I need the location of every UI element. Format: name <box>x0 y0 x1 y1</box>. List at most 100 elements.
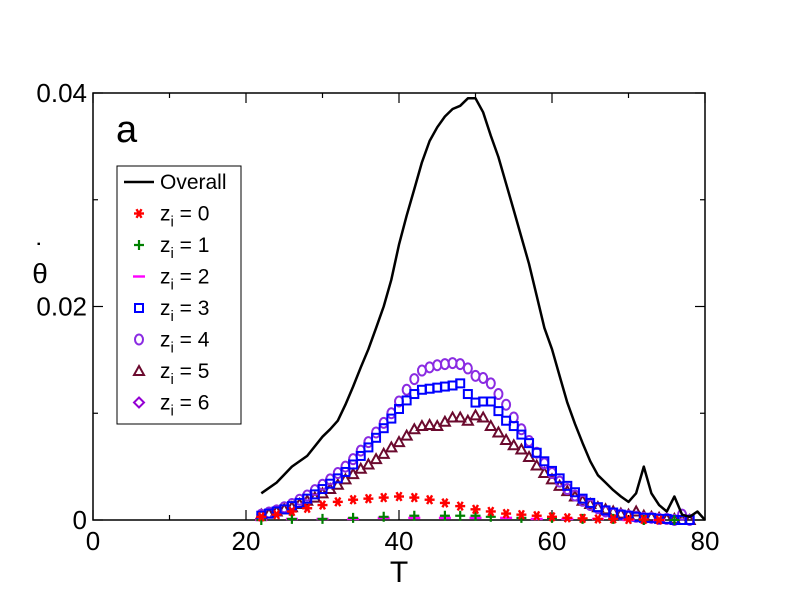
data-point <box>609 514 617 524</box>
data-point <box>507 438 521 451</box>
data-point <box>554 473 565 484</box>
data-point <box>594 514 602 524</box>
legend-label: zi = 6 <box>160 392 209 420</box>
data-point <box>614 506 628 519</box>
data-point <box>392 435 406 448</box>
data-point <box>644 509 659 522</box>
data-point <box>455 510 466 521</box>
legend-label-main: z <box>160 392 171 415</box>
data-point <box>386 413 397 424</box>
data-point <box>439 510 450 521</box>
data-point <box>371 432 382 443</box>
data-point <box>493 406 504 417</box>
legend-label-sub: i <box>171 340 174 357</box>
legend-marker <box>134 303 144 313</box>
x-tick-label: 40 <box>385 526 414 556</box>
legend-label-tail: = 4 <box>174 329 210 352</box>
data-point <box>441 497 449 508</box>
data-point <box>471 504 480 515</box>
legend-label-sub: i <box>171 308 174 325</box>
series-line <box>260 97 706 521</box>
legend-label-sub: i <box>171 403 174 420</box>
data-point <box>349 494 357 505</box>
data-point <box>468 408 483 421</box>
data-point <box>539 456 550 467</box>
data-point <box>286 513 297 524</box>
data-point <box>563 512 571 523</box>
data-point <box>624 514 633 525</box>
data-point <box>325 478 336 489</box>
data-point <box>655 515 663 525</box>
data-point <box>530 458 544 471</box>
legend-marker <box>134 240 144 250</box>
data-point <box>499 432 513 445</box>
legend-marker <box>134 333 144 346</box>
x-tick-label: 20 <box>232 526 261 556</box>
y-axis-label-dot: ˙ <box>35 238 44 269</box>
data-point <box>524 438 535 449</box>
legend-label: zi = 2 <box>160 266 209 294</box>
x-tick-label: 80 <box>691 526 720 556</box>
y-axis-label: θ <box>32 258 48 289</box>
axis-tick-labels: 0 20 40 60 80 0 0.02 0.04 <box>36 78 719 556</box>
data-point <box>309 489 320 500</box>
legend-marker <box>135 208 143 219</box>
data-point <box>426 494 434 505</box>
data-point <box>410 492 418 503</box>
series-overall <box>260 97 706 521</box>
data-point <box>462 389 473 400</box>
data-point <box>364 493 372 504</box>
data-point <box>378 511 389 522</box>
data-point <box>669 515 680 525</box>
data-point <box>395 491 403 502</box>
data-point <box>533 510 541 521</box>
data-point <box>569 487 580 498</box>
data-point <box>484 419 498 432</box>
data-point <box>640 514 648 525</box>
x-tick-label: 60 <box>538 526 567 556</box>
data-point <box>317 513 328 524</box>
data-point <box>288 506 296 517</box>
data-point <box>355 450 366 461</box>
legend-label: zi = 1 <box>160 234 209 262</box>
data-point <box>583 496 597 509</box>
legend-label-tail: = 2 <box>174 266 210 289</box>
y-tick-label: 0 <box>73 505 87 535</box>
legend-label-main: z <box>160 297 171 320</box>
y-tick-label: 0.04 <box>36 78 87 108</box>
data-point <box>453 410 467 423</box>
data-point <box>476 410 490 423</box>
data-point <box>548 511 556 522</box>
data-point <box>409 373 420 386</box>
data-point <box>377 446 391 459</box>
data-point <box>516 429 527 440</box>
data-point <box>547 465 557 476</box>
legend-label: zi = 0 <box>160 203 209 231</box>
x-tick-label: 0 <box>86 526 100 556</box>
data-point <box>485 396 496 407</box>
data-point <box>363 442 374 453</box>
legend-label: zi = 5 <box>160 360 209 388</box>
legend-label: zi = 3 <box>160 297 209 325</box>
legend-label: zi = 4 <box>160 329 210 357</box>
data-point <box>348 459 359 470</box>
legend-label-tail: = 0 <box>174 203 210 226</box>
legend-label-main: z <box>160 360 171 383</box>
legend-label-sub: i <box>171 277 174 294</box>
data-point <box>501 415 512 426</box>
data-point <box>545 472 559 485</box>
data-point <box>317 484 328 495</box>
data-point <box>493 388 504 401</box>
data-point <box>501 398 512 411</box>
data-point <box>445 410 460 423</box>
data-point <box>422 417 437 430</box>
data-point <box>399 428 414 441</box>
legend-label-main: Overall <box>160 171 227 194</box>
data-point <box>340 466 351 477</box>
data-point <box>401 395 412 406</box>
series-zi-4 <box>256 357 695 526</box>
legend-label-tail: = 6 <box>174 392 210 415</box>
data-point <box>303 503 311 514</box>
